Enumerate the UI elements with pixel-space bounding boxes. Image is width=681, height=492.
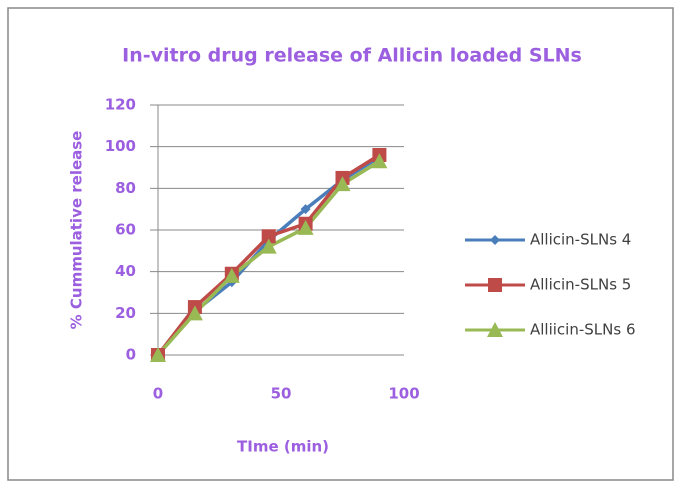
marker (371, 153, 388, 169)
x-tick-label: 100 (388, 385, 419, 403)
chart-border (7, 7, 674, 481)
marker (150, 347, 166, 362)
marker (223, 267, 240, 283)
marker (297, 219, 314, 235)
y-tick-label: 60 (115, 221, 136, 239)
marker (300, 204, 311, 215)
marker (260, 238, 277, 254)
y-axis-label: % Cummulative release (68, 131, 86, 330)
marker (490, 235, 500, 245)
y-tick-label: 0 (126, 346, 136, 364)
marker (334, 176, 351, 192)
y-tick-label: 100 (105, 137, 136, 155)
marker (488, 278, 502, 292)
legend-label: Allicin-SLNs 4 (530, 231, 631, 249)
legend-label: Alliicin-SLNs 6 (530, 321, 636, 339)
x-tick-label: 0 (153, 385, 163, 403)
marker (487, 322, 503, 337)
y-tick-label: 40 (115, 262, 136, 280)
y-tick-label: 120 (105, 96, 136, 114)
x-tick-label: 50 (271, 385, 292, 403)
chart-title: In-vitro drug release of Allicin loaded … (122, 45, 582, 67)
legend-label: Allicin-SLNs 5 (530, 276, 631, 294)
marker (186, 305, 203, 321)
x-axis-label: TIme (min) (237, 438, 329, 456)
y-tick-label: 80 (115, 179, 136, 197)
y-tick-label: 20 (115, 304, 136, 322)
marker (261, 229, 276, 244)
